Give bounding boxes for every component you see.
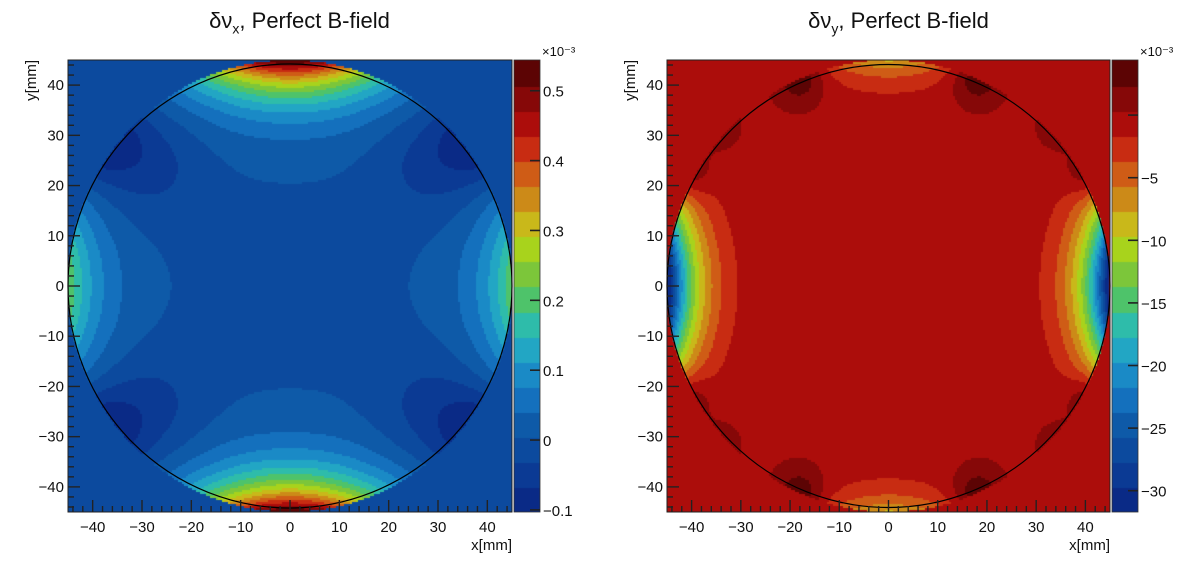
y-tick-label: 0 (655, 278, 663, 295)
colorbar-frame (513, 59, 541, 513)
x-tick-label: −10 (827, 519, 852, 536)
y-tick-label: 10 (646, 228, 663, 245)
axes-overlay: −40 −30 −20 −10 0 10 20 30 40 −40 −30 −20 −10 0 10 20 30… (23, 44, 576, 554)
chart-title: δνx, Perfect B-field (0, 8, 599, 36)
x-tick-label: −30 (129, 519, 154, 536)
aperture-circle (666, 63, 1111, 509)
y-tick-label: −40 (39, 479, 64, 496)
x-tick-label: 40 (1077, 519, 1094, 536)
colorbar-frame (1111, 59, 1139, 513)
y-tick-label: −40 (638, 479, 663, 496)
x-tick-label: 40 (479, 519, 496, 536)
colorbar-tick-label: −0.1 (543, 503, 573, 520)
colorbar-tick-label: 0 (543, 433, 551, 450)
colorbar-exponent: ×10⁻³ (542, 44, 576, 59)
title-main: δν (808, 8, 832, 33)
title-main: δν (209, 8, 233, 33)
colorbar-tick-label: 0.4 (543, 154, 564, 171)
y-tick-label: −30 (39, 429, 64, 446)
y-tick-label: −20 (638, 378, 663, 395)
x-tick-label: −40 (80, 519, 105, 536)
x-tick-label: −20 (777, 519, 802, 536)
y-axis-title: y[mm] (622, 60, 639, 101)
colorbar-tick-label: 0.3 (543, 223, 564, 240)
y-tick-label: 30 (47, 127, 64, 144)
colorbar-exponent: ×10⁻³ (1140, 44, 1174, 59)
y-tick-label: −30 (638, 429, 663, 446)
y-tick-label: −10 (39, 328, 64, 345)
x-axis-title: x[mm] (471, 537, 512, 554)
y-tick-label: 40 (646, 77, 663, 94)
colorbar-tick-label: −10 (1141, 233, 1166, 250)
colorbar-tick-label: −5 (1141, 171, 1158, 188)
colorbar-canvas (514, 60, 540, 512)
contour-field (68, 60, 512, 512)
x-tick-label: −40 (679, 519, 704, 536)
title-subscript: x (232, 20, 240, 37)
x-tick-label: 30 (1028, 519, 1045, 536)
colorbar-tick-label: −25 (1141, 421, 1166, 438)
y-tick-label: 20 (646, 178, 663, 195)
title-rest: , Perfect B-field (838, 8, 989, 33)
y-tick-label: 30 (646, 127, 663, 144)
chart-title: δνy, Perfect B-field (599, 8, 1198, 36)
aperture-circle (67, 63, 513, 509)
y-tick-label: −20 (39, 378, 64, 395)
y-tick-label: 40 (47, 77, 64, 94)
chart-panel-dnuy: δνy, Perfect B-field −40 −30 −20 −10 0 10 20 30… (599, 0, 1198, 575)
contour-field (667, 60, 1110, 512)
y-tick-label: 20 (47, 178, 64, 195)
x-tick-label: 20 (979, 519, 996, 536)
x-tick-label: 0 (286, 519, 294, 536)
y-tick-label: 0 (56, 278, 64, 295)
title-subscript: y (831, 20, 839, 37)
colorbar-tick-label: 0.1 (543, 363, 564, 380)
x-tick-label: 10 (331, 519, 348, 536)
x-tick-label: −30 (728, 519, 753, 536)
y-tick-label: 10 (47, 228, 64, 245)
colorbar-canvas (1112, 60, 1138, 512)
colorbar-tick-label: 0.2 (543, 293, 564, 310)
x-tick-label: 0 (884, 519, 892, 536)
x-tick-label: 20 (380, 519, 397, 536)
y-tick-label: −10 (638, 328, 663, 345)
colorbar-tick-label: −20 (1141, 359, 1166, 376)
x-tick-label: −10 (228, 519, 253, 536)
x-tick-label: 30 (430, 519, 447, 536)
x-axis-title: x[mm] (1069, 537, 1110, 554)
y-axis-title: y[mm] (23, 60, 40, 101)
colorbar-tick-label: 0.5 (543, 84, 564, 101)
x-tick-label: 10 (929, 519, 946, 536)
x-tick-label: −20 (179, 519, 204, 536)
title-rest: , Perfect B-field (239, 8, 390, 33)
colorbar-tick-label: −15 (1141, 296, 1166, 313)
chart-panel-dnux: δνx, Perfect B-field −40 −30 −20 −10 0 10 20 30… (0, 8, 599, 554)
axes-overlay: −40 −30 −20 −10 0 10 20 30 40 −40 −30 −20 −10 0 10 20 30… (622, 44, 1174, 554)
colorbar-tick-label: −30 (1141, 484, 1166, 501)
